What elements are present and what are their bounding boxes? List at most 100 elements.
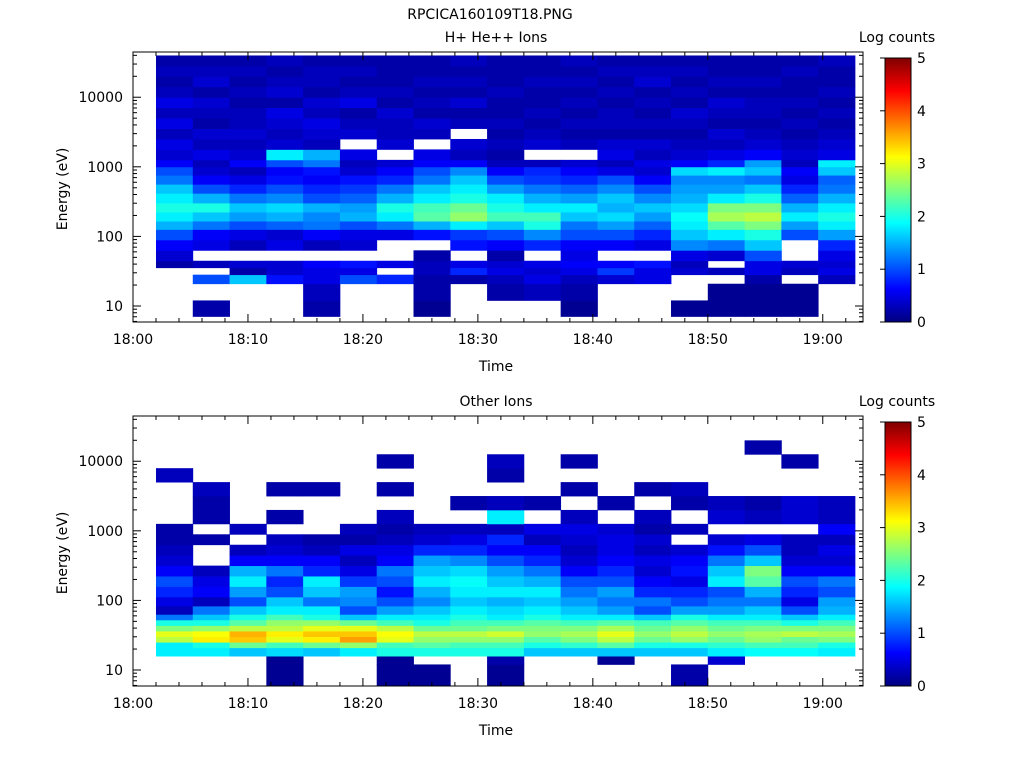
heatmap-cell <box>487 656 525 665</box>
heatmap-cell <box>707 625 745 632</box>
heatmap-cell <box>192 509 230 525</box>
heatmap-cell <box>303 619 341 626</box>
heatmap-cell <box>229 565 267 577</box>
heatmap-cell <box>634 631 672 637</box>
heatmap-cell <box>523 97 562 109</box>
heatmap-cell <box>597 239 635 251</box>
heatmap-cell <box>707 267 745 276</box>
heatmap-cell <box>266 586 304 598</box>
heatmap-cell <box>781 65 819 77</box>
heatmap-cell <box>339 55 378 67</box>
heatmap-cell <box>487 166 525 176</box>
heatmap-cell <box>818 86 856 98</box>
heatmap-cell <box>744 65 782 77</box>
heatmap-cell <box>339 625 378 632</box>
heatmap-cell <box>671 523 709 535</box>
heatmap-cell <box>155 184 194 194</box>
heatmap-cell <box>339 239 378 251</box>
heatmap-cell <box>671 203 709 213</box>
heatmap-cell <box>560 86 598 98</box>
heatmap-cell <box>487 596 525 607</box>
heatmap-cell <box>376 138 414 150</box>
x-tick-label: 18:40 <box>573 696 613 712</box>
heatmap-cell <box>634 221 672 230</box>
heatmap-cell <box>450 175 488 185</box>
heatmap-cell <box>303 97 341 109</box>
heatmap-cell <box>634 605 672 615</box>
heatmap-cell <box>744 221 782 230</box>
heatmap-cell <box>229 128 267 140</box>
colorbar-tick-label: 2 <box>917 209 926 225</box>
heatmap-cell <box>339 65 378 77</box>
heatmap-cell <box>818 619 856 626</box>
heatmap-cell <box>671 496 709 511</box>
heatmap-cell <box>376 642 414 649</box>
heatmap-cell <box>671 614 709 621</box>
heatmap-cell <box>818 614 856 621</box>
heatmap-cell <box>450 565 488 577</box>
heatmap-cell <box>560 631 598 637</box>
heatmap-cell <box>266 118 304 129</box>
heatmap-cell <box>597 203 635 213</box>
heatmap-cell <box>303 636 341 643</box>
heatmap-cell <box>376 614 414 621</box>
heatmap-cell <box>818 118 856 129</box>
heatmap-cell <box>303 239 341 251</box>
panel-other-ions: Other Ions Log counts Energy (eV) Time 1… <box>55 394 935 739</box>
heatmap-cell <box>155 86 194 98</box>
heatmap-cell <box>744 193 782 204</box>
heatmap-cell <box>781 107 819 119</box>
heatmap-cell <box>376 107 414 119</box>
heatmap-cell <box>597 149 635 161</box>
heatmap-cell <box>192 229 230 241</box>
heatmap-cell <box>707 107 745 119</box>
heatmap-cell <box>707 193 745 204</box>
heatmap-cell <box>597 656 635 665</box>
heatmap-cell <box>597 631 635 637</box>
heatmap-cell <box>376 159 414 168</box>
heatmap-cell <box>744 576 782 587</box>
heatmap-cell <box>781 193 819 204</box>
heatmap-cell <box>339 149 378 161</box>
heatmap-cell <box>560 76 598 88</box>
heatmap-cell <box>818 636 856 643</box>
heatmap-cell <box>413 619 451 626</box>
heatmap-cell <box>376 260 414 269</box>
heatmap-cell <box>744 614 782 621</box>
heatmap-cell <box>707 619 745 626</box>
heatmap-cell <box>303 555 341 567</box>
heatmap-cell <box>818 596 856 607</box>
heatmap-cell <box>192 274 230 285</box>
heatmap-cell <box>450 212 488 222</box>
heatmap-cell <box>597 625 635 632</box>
heatmap-cell <box>487 107 525 119</box>
heatmap-cell <box>707 184 745 194</box>
heatmap-cell <box>376 534 414 546</box>
heatmap-cell <box>634 576 672 587</box>
heatmap-cell <box>818 203 856 213</box>
heatmap-cell <box>192 631 230 637</box>
heatmap-cell <box>634 267 672 276</box>
heatmap-cell <box>450 274 488 285</box>
heatmap-cell <box>155 239 194 251</box>
heatmap-cell <box>266 534 304 546</box>
heatmap-cell <box>229 274 267 285</box>
heatmap-cell <box>707 534 745 546</box>
heatmap-cell <box>523 596 562 607</box>
heatmap-cell <box>229 229 267 241</box>
heatmap-cell <box>744 107 782 119</box>
heatmap-cell <box>376 86 414 98</box>
heatmap-cell <box>597 576 635 587</box>
heatmap-cell <box>634 260 672 269</box>
heatmap-cell <box>339 596 378 607</box>
heatmap-cell <box>560 250 598 262</box>
heatmap-cell <box>818 239 856 251</box>
heatmap-cell <box>192 482 230 497</box>
heatmap-cell <box>487 260 525 269</box>
heatmap-cell <box>376 576 414 587</box>
heatmap-cell <box>744 267 782 276</box>
heatmap-cell <box>376 647 414 657</box>
heatmap-cell <box>523 636 562 643</box>
heatmap-cell <box>339 175 378 185</box>
heatmap-cell <box>781 97 819 109</box>
